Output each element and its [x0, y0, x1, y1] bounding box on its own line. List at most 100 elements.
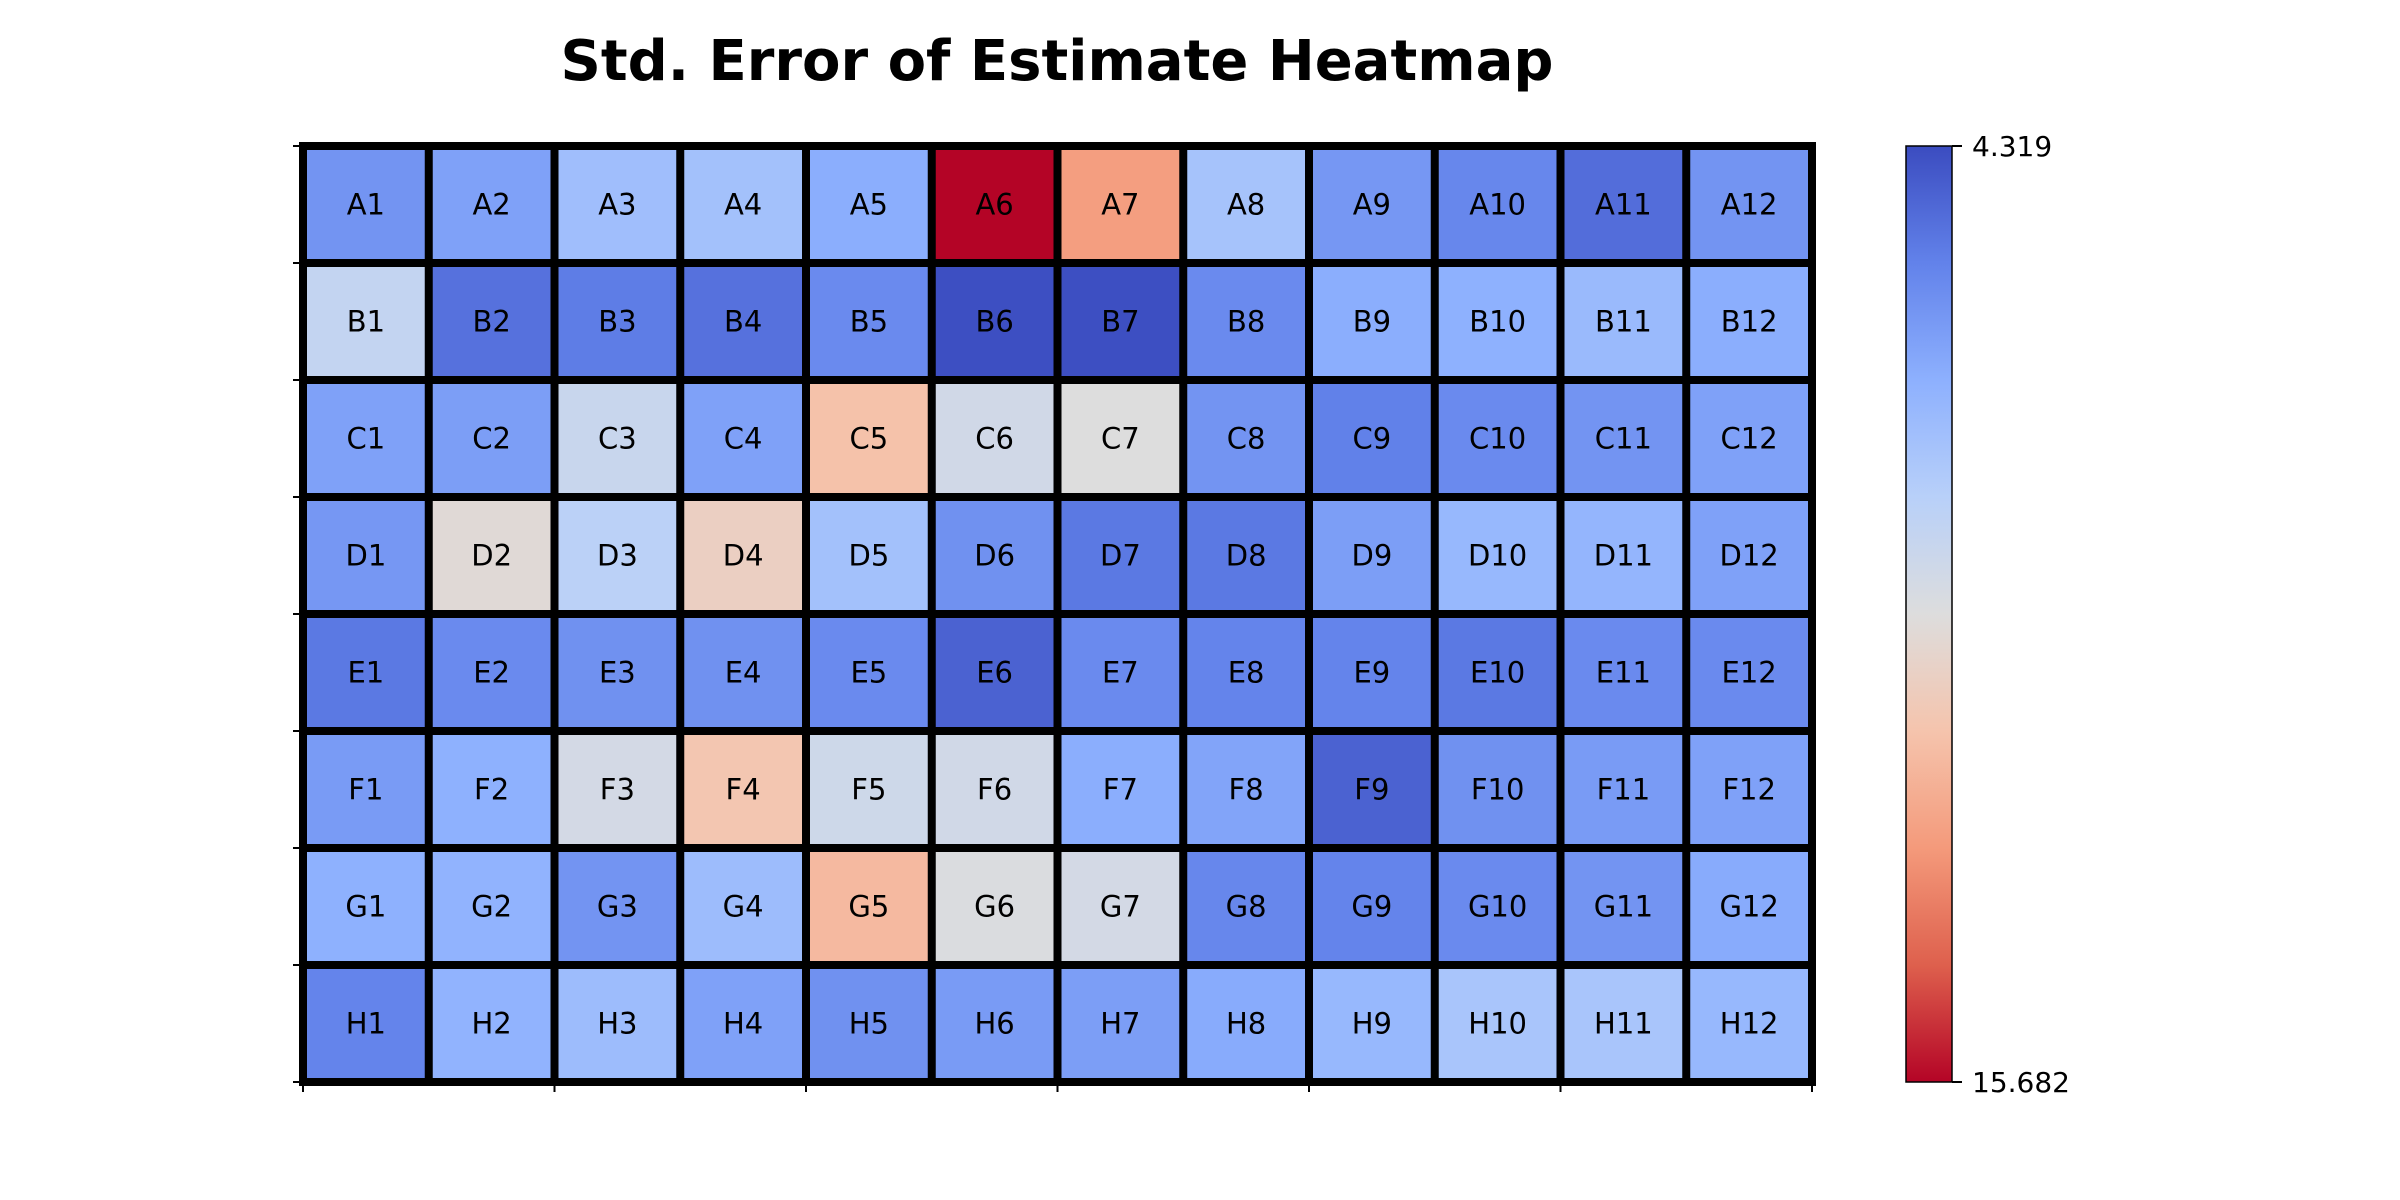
cell-label-c9: C9 [1353, 422, 1392, 456]
heatmap-cell-b7 [1061, 267, 1180, 376]
cell-label-e5: E5 [850, 656, 887, 690]
cell-label-e7: E7 [1102, 656, 1139, 690]
heatmap-cell-c12 [1690, 384, 1808, 493]
cell-label-e4: E4 [725, 656, 762, 690]
heatmap-cell-d9 [1313, 501, 1431, 610]
cell-label-a5: A5 [850, 188, 888, 222]
cell-label-c1: C1 [347, 422, 386, 456]
heatmap-cell-a9 [1313, 150, 1431, 259]
cell-label-g12: G12 [1719, 890, 1778, 924]
heatmap-cell-a2 [432, 150, 551, 259]
cell-label-c11: C11 [1595, 422, 1652, 456]
cell-label-f5: F5 [851, 773, 886, 807]
heatmap-cell-b3 [558, 267, 677, 376]
heatmap-cell-c5 [810, 384, 928, 493]
heatmap-cell-d1 [307, 501, 425, 610]
cell-label-e6: E6 [976, 656, 1013, 690]
cell-label-h12: H12 [1720, 1007, 1779, 1041]
chart-title: Std. Error of Estimate Heatmap [561, 29, 1554, 94]
cell-label-g10: G10 [1468, 890, 1527, 924]
heatmap-cell-d6 [935, 501, 1054, 610]
cell-label-g6: G6 [974, 890, 1015, 924]
cell-label-c6: C6 [975, 422, 1014, 456]
cell-label-f1: F1 [348, 773, 383, 807]
heatmap-cell-g3 [558, 852, 677, 961]
heatmap-cell-d2 [432, 501, 551, 610]
cell-label-d7: D7 [1100, 539, 1141, 573]
heatmap-cell-c2 [432, 384, 551, 493]
heatmap-cell-h7 [1061, 969, 1180, 1078]
cell-label-a11: A11 [1595, 188, 1652, 222]
heatmap-cell-b8 [1187, 267, 1305, 376]
cell-label-g11: G11 [1594, 890, 1653, 924]
cell-label-a3: A3 [598, 188, 636, 222]
heatmap-cell-c9 [1313, 384, 1431, 493]
heatmap-cell-h6 [935, 969, 1054, 1078]
cell-label-h9: H9 [1352, 1007, 1392, 1041]
heatmap-cell-f10 [1438, 735, 1557, 844]
heatmap-cell-h3 [558, 969, 677, 1078]
heatmap-cell-h10 [1438, 969, 1557, 1078]
heatmap-cell-d11 [1564, 501, 1683, 610]
heatmap-cell-a1 [307, 150, 425, 259]
heatmap-cell-g1 [307, 852, 425, 961]
cell-label-a12: A12 [1721, 188, 1778, 222]
heatmap-cell-f4 [684, 735, 802, 844]
heatmap-cell-g4 [684, 852, 802, 961]
heatmap-cell-g11 [1564, 852, 1683, 961]
cell-label-b9: B9 [1353, 305, 1391, 339]
heatmap-cell-b12 [1690, 267, 1808, 376]
cell-label-c5: C5 [850, 422, 889, 456]
heatmap-cell-b4 [684, 267, 802, 376]
cell-label-h6: H6 [974, 1007, 1014, 1041]
grid-border [299, 142, 1816, 1086]
heatmap-cell-b6 [935, 267, 1054, 376]
heatmap-cell-h1 [307, 969, 425, 1078]
cell-label-c12: C12 [1721, 422, 1778, 456]
heatmap-cell-e10 [1438, 618, 1557, 727]
cell-label-c10: C10 [1469, 422, 1526, 456]
heatmap-cell-h2 [432, 969, 551, 1078]
heatmap-cell-b1 [307, 267, 425, 376]
cell-label-h5: H5 [849, 1007, 889, 1041]
heatmap-cell-a6 [935, 150, 1054, 259]
axis-ticks [293, 145, 1813, 1092]
cell-label-a2: A2 [472, 188, 510, 222]
cell-label-b4: B4 [724, 305, 762, 339]
cell-label-d8: D8 [1226, 539, 1267, 573]
heatmap-cell-g5 [810, 852, 928, 961]
cell-label-f7: F7 [1103, 773, 1138, 807]
heatmap-cell-g2 [432, 852, 551, 961]
heatmap-cell-a3 [558, 150, 677, 259]
heatmap-cell-h12 [1690, 969, 1808, 1078]
cell-label-d12: D12 [1720, 539, 1779, 573]
heatmap-cell-d7 [1061, 501, 1180, 610]
cell-label-f3: F3 [600, 773, 635, 807]
heatmap-cell-c3 [558, 384, 677, 493]
cell-label-g4: G4 [723, 890, 764, 924]
cell-label-c3: C3 [598, 422, 637, 456]
cell-label-c8: C8 [1227, 422, 1266, 456]
cell-label-f8: F8 [1229, 773, 1264, 807]
heatmap-cell-b2 [432, 267, 551, 376]
heatmap-cell-e12 [1690, 618, 1808, 727]
heatmap-cell-a11 [1564, 150, 1683, 259]
cell-label-d9: D9 [1351, 539, 1392, 573]
cell-label-g1: G1 [345, 890, 386, 924]
cell-label-d4: D4 [723, 539, 764, 573]
heatmap-cell-g12 [1690, 852, 1808, 961]
heatmap-cell-c1 [307, 384, 425, 493]
cell-label-g5: G5 [848, 890, 889, 924]
heatmap-cell-d10 [1438, 501, 1557, 610]
colorbar-min-label: 15.682 [1972, 1066, 2070, 1099]
cell-label-h2: H2 [471, 1007, 511, 1041]
heatmap-cell-c7 [1061, 384, 1180, 493]
heatmap-cell-e4 [684, 618, 802, 727]
cell-label-e1: E1 [347, 656, 384, 690]
cell-label-b8: B8 [1227, 305, 1265, 339]
cell-label-e10: E10 [1470, 656, 1525, 690]
colorbar-gradient [1905, 145, 1953, 1083]
heatmap-cell-g10 [1438, 852, 1557, 961]
heatmap-cell-c8 [1187, 384, 1305, 493]
